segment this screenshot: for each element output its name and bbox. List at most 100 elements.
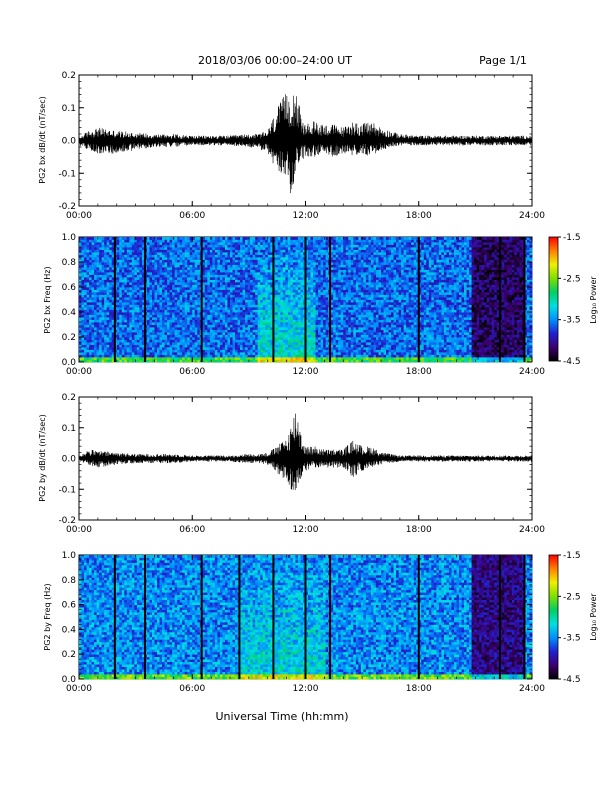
heatmap-cell [111, 352, 115, 355]
heatmap-cell [267, 354, 271, 358]
heatmap-cell [245, 309, 249, 313]
heatmap-cell [232, 262, 236, 265]
heatmap-cell [212, 329, 216, 333]
heatmap-cell [187, 269, 191, 273]
heatmap-cell [209, 304, 213, 308]
heatmap-cell [167, 237, 170, 240]
heatmap-cell [260, 304, 264, 308]
heatmap-cell [295, 282, 299, 285]
heatmap-cell [224, 289, 228, 293]
heatmap-cell [270, 304, 274, 308]
heatmap-cell [320, 237, 324, 240]
heatmap-cell [172, 347, 176, 350]
heatmap-cell [149, 282, 153, 285]
heatmap-cell [285, 349, 289, 353]
heatmap-cell [136, 252, 140, 255]
heatmap-cell [167, 347, 170, 350]
heatmap-cell [104, 249, 108, 253]
heatmap-cell [89, 342, 92, 345]
heatmap-cell [308, 247, 311, 250]
heatmap-cell [101, 269, 105, 273]
heatmap-cell [99, 274, 103, 278]
heatmap-cell [255, 357, 259, 360]
heatmap-cell [129, 257, 133, 260]
heatmap-cell [146, 319, 150, 323]
heatmap-cell [194, 304, 198, 308]
heatmap-cell [167, 267, 170, 270]
heatmap-cell [111, 342, 115, 345]
heatmap-cell [275, 244, 279, 248]
heatmap-cell [177, 339, 181, 343]
heatmap-cell [81, 314, 85, 318]
heatmap-cell [164, 249, 168, 253]
heatmap-cell [177, 302, 181, 305]
heatmap-cell [280, 237, 284, 240]
heatmap-cell [84, 337, 87, 340]
heatmap-cell [151, 237, 155, 240]
heatmap-cell [159, 329, 163, 333]
heatmap-cell [162, 269, 165, 273]
heatmap-cell [154, 327, 158, 330]
heatmap-cell [154, 279, 158, 283]
heatmap-cell [280, 282, 284, 285]
heatmap-cell [277, 294, 281, 298]
heatmap-cell [119, 352, 123, 355]
heatmap-cell [270, 249, 274, 253]
heatmap-cell [172, 294, 176, 298]
heatmap-cell [194, 272, 198, 275]
heatmap-cell [189, 299, 193, 303]
heatmap-cell [295, 237, 299, 240]
heatmap-cell [207, 254, 211, 258]
heatmap-cell [222, 322, 226, 325]
heatmap-cell [275, 309, 279, 313]
heatmap-cell [260, 259, 264, 263]
heatmap-cell [310, 307, 314, 310]
heatmap-cell [179, 242, 183, 245]
heatmap-cell [99, 352, 103, 355]
heatmap-cell [167, 342, 170, 345]
heatmap-cell [104, 252, 108, 255]
heatmap-cell [139, 242, 143, 245]
heatmap-cell [308, 322, 311, 325]
heatmap-cell [189, 337, 193, 340]
heatmap-cell [109, 264, 113, 268]
heatmap-cell [292, 319, 296, 323]
heatmap-cell [119, 312, 123, 315]
heatmap-cell [84, 312, 87, 315]
heatmap-cell [157, 289, 160, 293]
heatmap-cell [252, 274, 256, 278]
heatmap-cell [242, 307, 246, 310]
heatmap-cell [134, 254, 138, 258]
heatmap-cell [308, 307, 311, 310]
heatmap-cell [313, 337, 316, 340]
heatmap-cell [131, 312, 135, 315]
heatmap-cell [159, 279, 163, 283]
heatmap-cell [111, 292, 115, 295]
heatmap-cell [280, 247, 284, 250]
heatmap-cell [320, 277, 324, 280]
heatmap-cell [270, 269, 274, 273]
heatmap-cell [94, 347, 98, 350]
heatmap-cell [277, 249, 281, 253]
heatmap-cell [245, 322, 249, 325]
heatmap-cell [202, 329, 206, 333]
heatmap-cell [172, 302, 176, 305]
heatmap-cell [247, 247, 251, 250]
heatmap-cell [187, 354, 191, 358]
heatmap-cell [151, 354, 155, 358]
heatmap-cell [167, 307, 170, 310]
heatmap-cell [84, 292, 87, 295]
heatmap-cell [157, 262, 160, 265]
heatmap-cell [320, 344, 324, 348]
heatmap-cell [297, 334, 301, 338]
heatmap-cell [212, 357, 216, 360]
heatmap-cell [131, 337, 135, 340]
heatmap-cell [116, 342, 120, 345]
heatmap-cell [96, 324, 100, 328]
heatmap-cell [227, 244, 231, 248]
heatmap-cell [151, 319, 155, 323]
heatmap-cell [212, 297, 216, 300]
heatmap-cell [194, 294, 198, 298]
heatmap-cell [308, 262, 311, 265]
heatmap-cell [209, 354, 213, 358]
